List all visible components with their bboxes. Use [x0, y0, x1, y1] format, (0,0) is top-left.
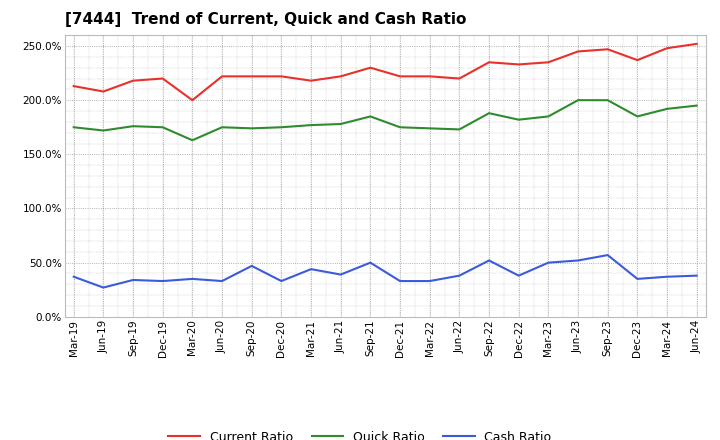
- Current Ratio: [158, 76, 167, 81]
- Quick Ratio: [217, 125, 226, 130]
- Quick Ratio: [99, 128, 108, 133]
- Current Ratio: [426, 74, 434, 79]
- Current Ratio: [455, 76, 464, 81]
- Cash Ratio: [99, 285, 108, 290]
- Cash Ratio: [485, 258, 493, 263]
- Current Ratio: [514, 62, 523, 67]
- Current Ratio: [603, 47, 612, 52]
- Current Ratio: [336, 74, 345, 79]
- Current Ratio: [693, 41, 701, 47]
- Quick Ratio: [129, 124, 138, 129]
- Line: Cash Ratio: Cash Ratio: [73, 255, 697, 288]
- Current Ratio: [633, 58, 642, 63]
- Quick Ratio: [603, 98, 612, 103]
- Quick Ratio: [485, 110, 493, 116]
- Quick Ratio: [693, 103, 701, 108]
- Quick Ratio: [277, 125, 286, 130]
- Quick Ratio: [307, 122, 315, 128]
- Cash Ratio: [307, 267, 315, 272]
- Current Ratio: [574, 49, 582, 54]
- Current Ratio: [217, 74, 226, 79]
- Cash Ratio: [514, 273, 523, 278]
- Cash Ratio: [188, 276, 197, 282]
- Cash Ratio: [633, 276, 642, 282]
- Line: Quick Ratio: Quick Ratio: [73, 100, 697, 140]
- Cash Ratio: [248, 263, 256, 268]
- Cash Ratio: [277, 279, 286, 284]
- Quick Ratio: [426, 126, 434, 131]
- Current Ratio: [99, 89, 108, 94]
- Current Ratio: [662, 46, 671, 51]
- Current Ratio: [69, 84, 78, 89]
- Quick Ratio: [662, 106, 671, 111]
- Current Ratio: [307, 78, 315, 83]
- Line: Current Ratio: Current Ratio: [73, 44, 697, 100]
- Quick Ratio: [455, 127, 464, 132]
- Cash Ratio: [158, 279, 167, 284]
- Legend: Current Ratio, Quick Ratio, Cash Ratio: Current Ratio, Quick Ratio, Cash Ratio: [163, 426, 557, 440]
- Cash Ratio: [336, 272, 345, 277]
- Current Ratio: [485, 60, 493, 65]
- Quick Ratio: [544, 114, 553, 119]
- Cash Ratio: [396, 279, 405, 284]
- Quick Ratio: [396, 125, 405, 130]
- Quick Ratio: [248, 126, 256, 131]
- Quick Ratio: [336, 121, 345, 127]
- Cash Ratio: [217, 279, 226, 284]
- Current Ratio: [129, 78, 138, 83]
- Quick Ratio: [633, 114, 642, 119]
- Current Ratio: [544, 60, 553, 65]
- Cash Ratio: [426, 279, 434, 284]
- Quick Ratio: [158, 125, 167, 130]
- Cash Ratio: [662, 274, 671, 279]
- Quick Ratio: [366, 114, 374, 119]
- Quick Ratio: [188, 138, 197, 143]
- Quick Ratio: [514, 117, 523, 122]
- Cash Ratio: [603, 253, 612, 258]
- Cash Ratio: [455, 273, 464, 278]
- Quick Ratio: [574, 98, 582, 103]
- Text: [7444]  Trend of Current, Quick and Cash Ratio: [7444] Trend of Current, Quick and Cash …: [65, 12, 466, 27]
- Current Ratio: [277, 74, 286, 79]
- Current Ratio: [248, 74, 256, 79]
- Cash Ratio: [366, 260, 374, 265]
- Current Ratio: [366, 65, 374, 70]
- Cash Ratio: [69, 274, 78, 279]
- Cash Ratio: [544, 260, 553, 265]
- Current Ratio: [396, 74, 405, 79]
- Quick Ratio: [69, 125, 78, 130]
- Cash Ratio: [693, 273, 701, 278]
- Current Ratio: [188, 98, 197, 103]
- Cash Ratio: [129, 277, 138, 282]
- Cash Ratio: [574, 258, 582, 263]
